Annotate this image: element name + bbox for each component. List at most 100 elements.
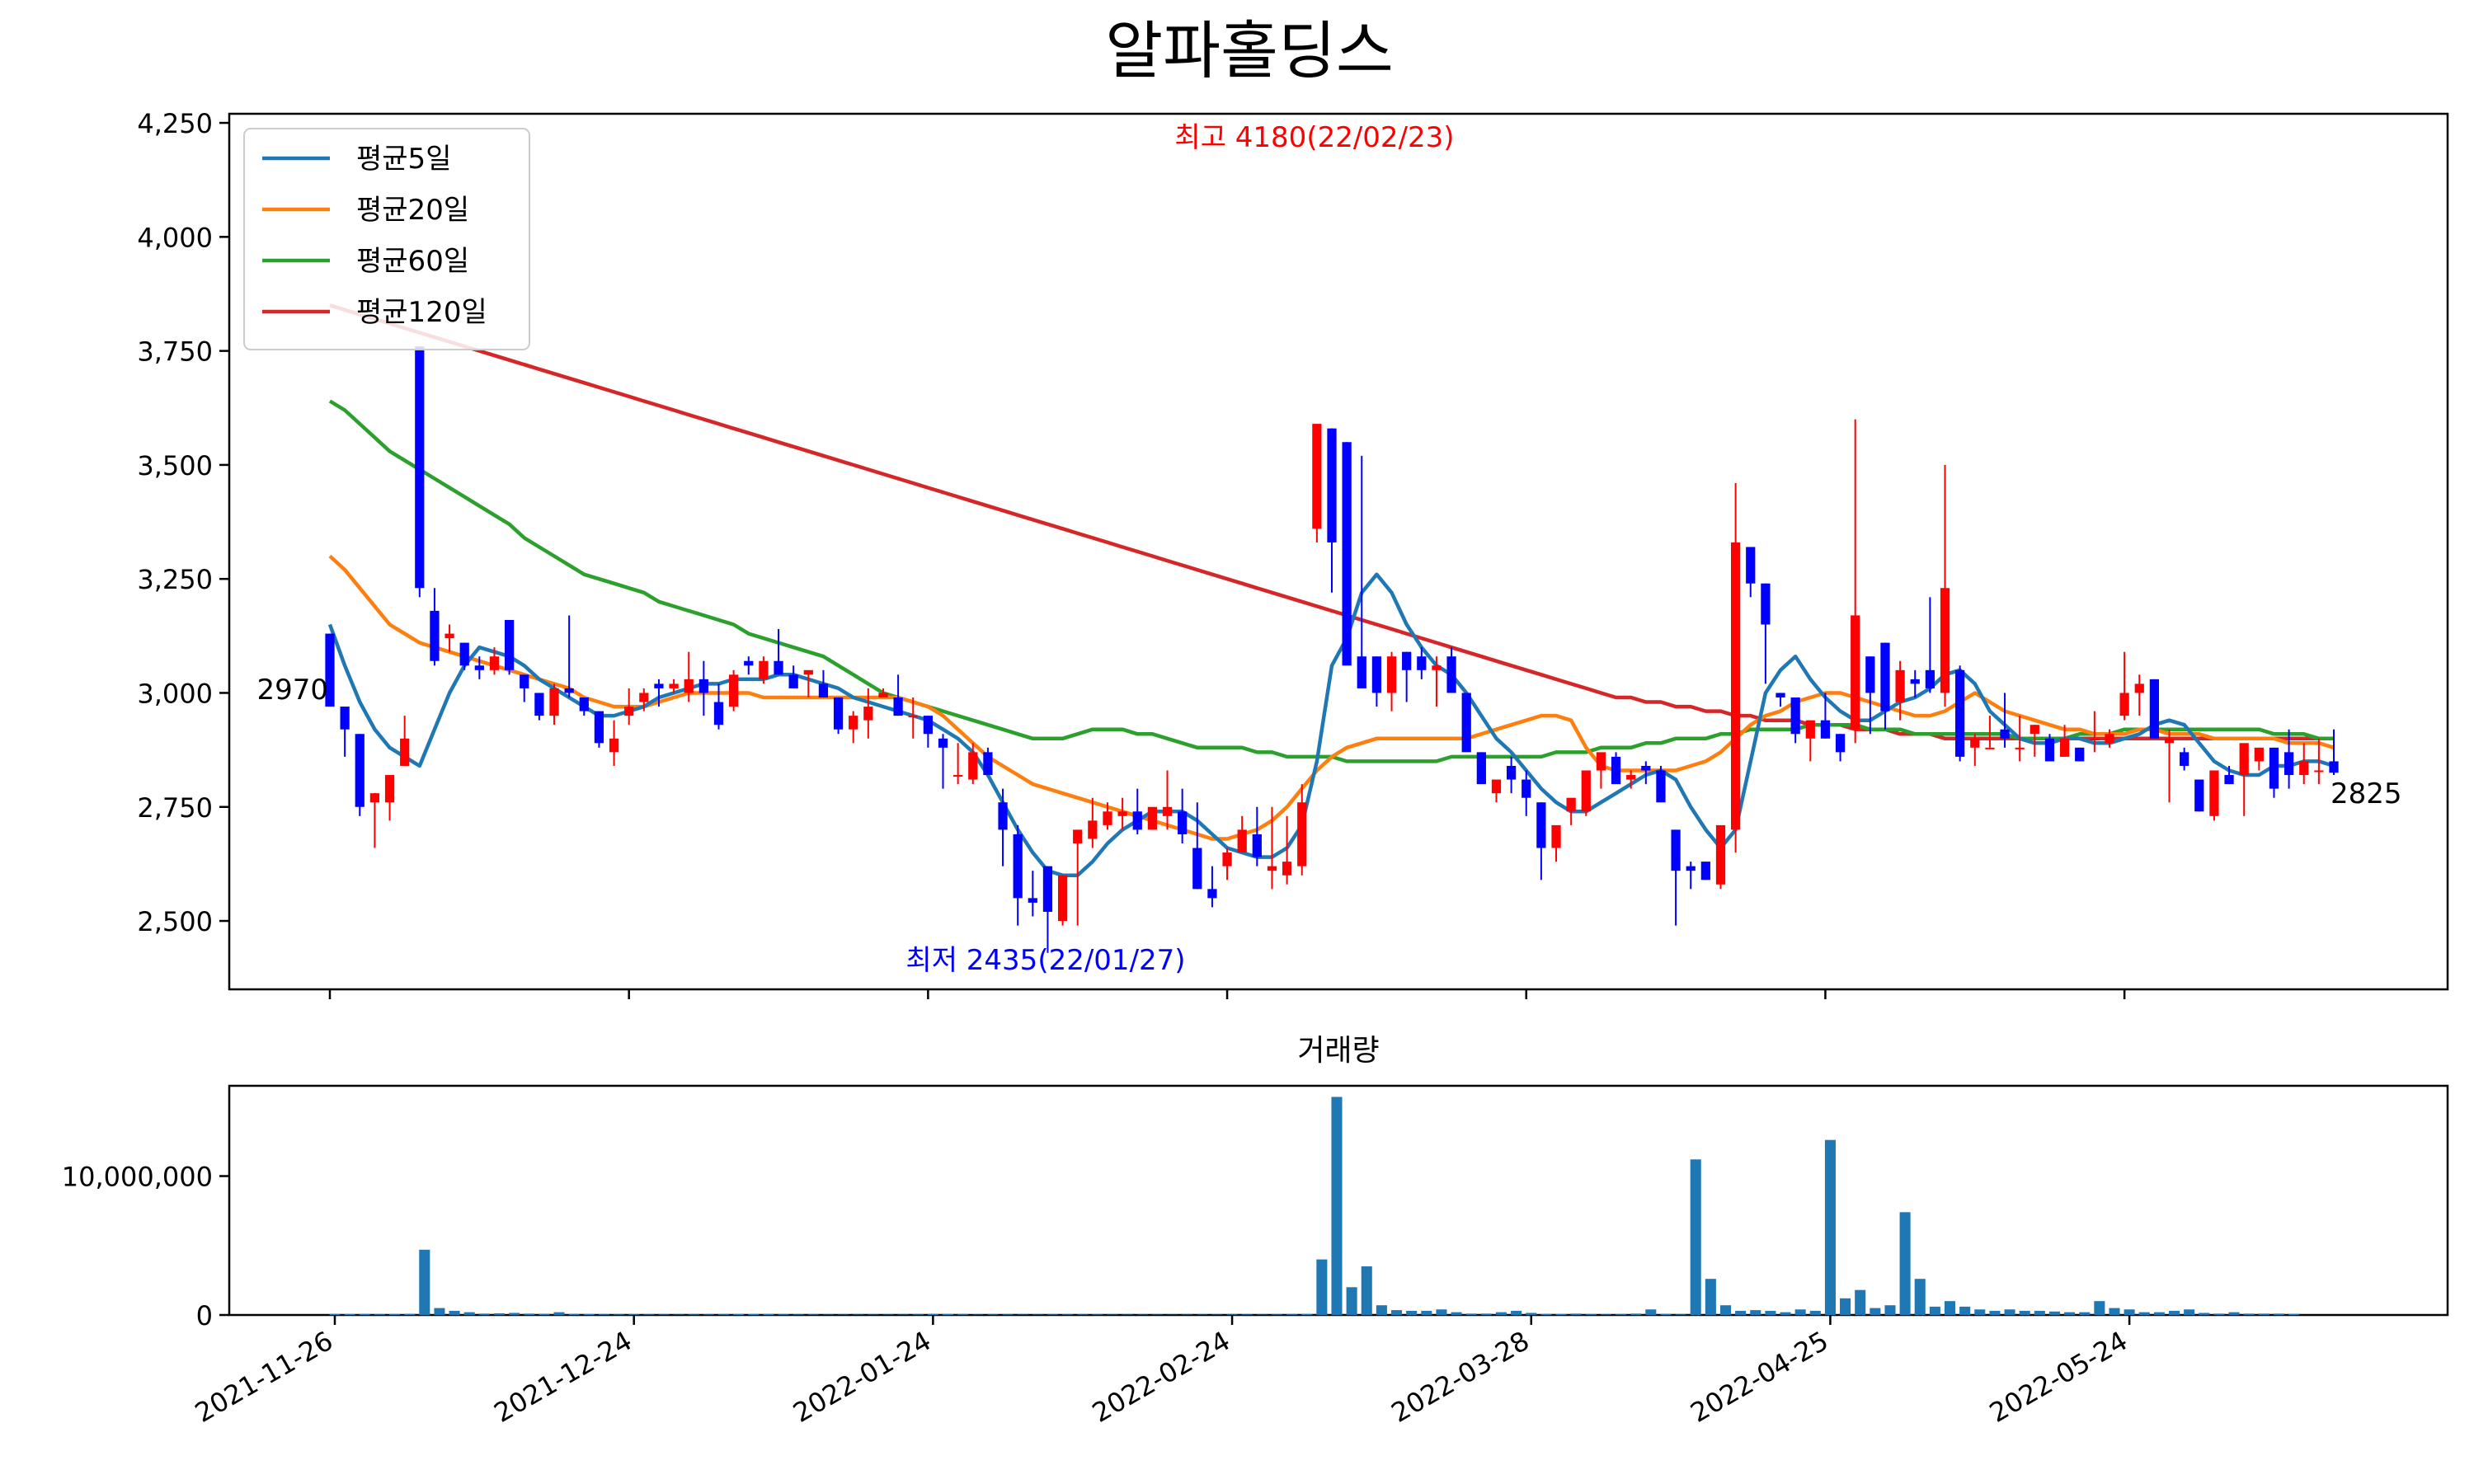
candle-body: [774, 660, 783, 675]
candle-body: [1506, 765, 1517, 780]
candle-body: [639, 693, 649, 702]
volume-bar: [927, 1313, 938, 1315]
candle-body: [1057, 875, 1068, 922]
price-y-tick-label: 3,750: [137, 336, 213, 368]
high-annotation: 최고 4180(22/02/23): [1174, 121, 1454, 154]
candle-body: [1222, 852, 1232, 866]
volume-bar: [1675, 1314, 1686, 1315]
volume-bar: [658, 1314, 670, 1315]
candle-body: [1596, 752, 1606, 771]
volume-bar: [1645, 1309, 1657, 1315]
volume-y-tick-label: 0: [196, 1300, 213, 1331]
candle-body: [1656, 770, 1666, 803]
candle-body: [938, 738, 948, 748]
volume-bar: [2228, 1312, 2240, 1315]
volume-bar: [822, 1314, 834, 1315]
candle-body: [1925, 669, 1935, 688]
volume-bar: [1750, 1310, 1761, 1315]
volume-bar: [1840, 1298, 1851, 1315]
candle-body: [698, 679, 708, 693]
candle-body: [1835, 734, 1846, 753]
candle-body: [2224, 775, 2234, 785]
candle-body: [1117, 811, 1127, 816]
price-y-axis: 2,500 2,750 3,000 3,250 3,500 3,750 4,000 4,250: [137, 108, 229, 937]
candle-body: [983, 752, 993, 776]
volume-bar: [1286, 1314, 1298, 1315]
volume-bar: [957, 1314, 969, 1315]
volume-bar: [748, 1313, 760, 1315]
candle-body: [1297, 802, 1307, 866]
candle-body: [2000, 729, 2010, 739]
x-date-label: 2021-11-26: [190, 1325, 338, 1429]
candle-body: [2239, 743, 2249, 776]
candle-body: [1551, 824, 1561, 848]
x-date-label: 2022-01-24: [788, 1325, 936, 1429]
volume-bar: [2199, 1313, 2210, 1315]
volume-bar: [1884, 1305, 1896, 1315]
candle-body: [2059, 738, 2070, 757]
candle-body: [1611, 756, 1621, 785]
volume-bar: [1182, 1314, 1193, 1315]
candle-body: [1432, 665, 1442, 670]
candle-body: [893, 697, 903, 716]
volume-bar: [1616, 1314, 1627, 1315]
x-date-label: 2022-05-24: [1984, 1325, 2133, 1429]
candle-body: [2180, 752, 2189, 766]
moving-average-lines: [327, 303, 2335, 877]
candle-body: [953, 775, 963, 777]
candle-body: [744, 660, 754, 666]
candle-body: [1357, 656, 1366, 688]
candle-body: [968, 752, 978, 780]
candle-body: [369, 793, 380, 803]
candle-body: [1342, 442, 1352, 666]
volume-bar: [1077, 1314, 1089, 1315]
candle-body: [1282, 862, 1292, 876]
volume-bar: [1824, 1139, 1836, 1315]
candle-body: [1073, 829, 1083, 843]
candle-body: [2329, 761, 2339, 773]
volume-bar: [942, 1313, 954, 1315]
volume-bars: [329, 1097, 2300, 1315]
volume-bar: [972, 1314, 984, 1315]
candle-body: [1805, 720, 1815, 739]
candle-body: [803, 669, 813, 675]
candle-body: [863, 707, 873, 721]
volume-bar: [568, 1313, 580, 1315]
candle-body: [430, 610, 440, 661]
candle-body: [1686, 866, 1696, 871]
candle-body: [1417, 656, 1427, 670]
price-y-tick-label: 3,000: [137, 678, 213, 709]
candle-body: [1880, 642, 1890, 711]
volume-bar: [1630, 1313, 1642, 1315]
volume-bar: [449, 1310, 460, 1315]
candlesticks: [325, 346, 2339, 953]
volume-bar: [1705, 1279, 1716, 1315]
candle-body: [1446, 656, 1456, 693]
volume-bar: [2124, 1309, 2135, 1315]
volume-bar: [2273, 1313, 2284, 1315]
price-y-tick-label: 3,250: [137, 564, 213, 595]
candle-body: [684, 679, 694, 693]
candle-body: [624, 707, 634, 716]
candle-body: [1761, 583, 1771, 625]
candle-body: [384, 775, 395, 803]
volume-y-tick-label: 10,000,000: [62, 1162, 213, 1193]
volume-bar: [374, 1314, 385, 1315]
volume-bar: [882, 1314, 894, 1315]
volume-bar: [1436, 1309, 1447, 1315]
volume-bar: [493, 1313, 506, 1315]
volume-bar: [807, 1314, 819, 1315]
candle-body: [818, 683, 829, 697]
volume-bar: [793, 1314, 804, 1315]
candle-body: [1566, 797, 1576, 812]
volume-title: 거래량: [1297, 1034, 1379, 1068]
candle-body: [2254, 747, 2264, 762]
candle-body: [1715, 824, 1726, 885]
x-date-label: 2022-02-24: [1087, 1325, 1235, 1429]
price-y-tick-label: 4,250: [137, 108, 213, 139]
candle-body: [1103, 811, 1112, 825]
candle-body: [444, 633, 454, 639]
volume-bar: [987, 1314, 999, 1315]
volume-bar: [673, 1314, 684, 1315]
